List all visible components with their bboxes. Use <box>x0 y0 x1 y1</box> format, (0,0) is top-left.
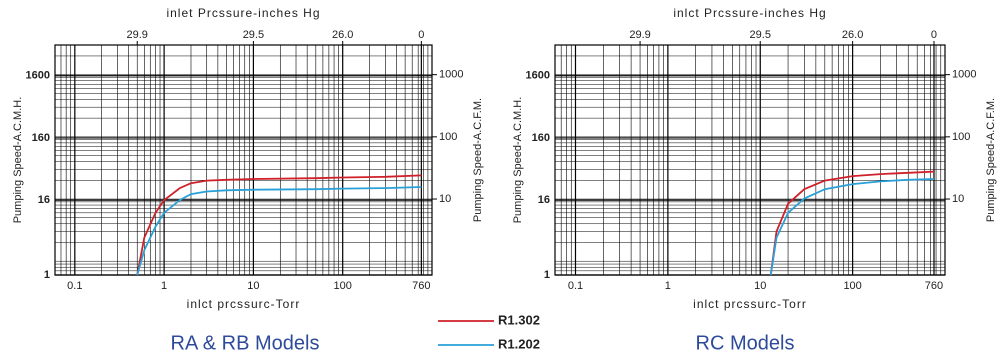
y-tick-label: 16 <box>538 194 550 206</box>
y-axis-label: Pumping Speed-A.C.M.H. <box>12 97 24 224</box>
x-tick-label: 1 <box>161 280 167 292</box>
y-axis-label: Pumping Speed-A.C.M.H. <box>512 97 524 224</box>
x-tick-label: 760 <box>925 280 943 292</box>
legend-label: R1.302 <box>498 312 540 327</box>
y-tick-label: 1 <box>544 269 550 281</box>
x2-tick-label: 26.0 <box>332 29 353 41</box>
x-tick-label: 760 <box>412 280 430 292</box>
y2-tick-label: 10 <box>439 193 451 205</box>
y2-axis-label: Pumping Speed-A.C.F.M. <box>472 98 484 222</box>
y2-axis-label: Pumping Speed-A.C.F.M. <box>985 98 997 222</box>
x2-tick-label: 26.0 <box>842 29 863 41</box>
y2-tick-label: 10 <box>952 193 964 205</box>
plot-frame <box>554 44 946 276</box>
y-tick-label: 1600 <box>26 70 50 82</box>
x-tick-label: 10 <box>247 280 259 292</box>
y-tick-label: 160 <box>532 132 550 144</box>
x2-tick-label: 29.5 <box>750 29 771 41</box>
chart-title: RC Models <box>696 332 795 354</box>
x2-tick-label: 29.5 <box>243 29 264 41</box>
y-tick-label: 160 <box>32 132 50 144</box>
legend-label: R1.202 <box>498 336 540 351</box>
x2-tick-label: 29.9 <box>127 29 148 41</box>
x2-axis-label: inlet Prcssure-inches Hg <box>166 6 320 20</box>
chart-title: RA & RB Models <box>171 332 320 354</box>
x2-tick-label: 29.9 <box>629 29 650 41</box>
y2-tick-label: 100 <box>439 131 457 143</box>
x-tick-label: 1 <box>665 280 671 292</box>
x-tick-label: 0.1 <box>568 280 583 292</box>
curve <box>769 170 935 276</box>
curve <box>769 178 935 276</box>
x-tick-label: 100 <box>334 280 352 292</box>
x-tick-label: 10 <box>754 280 766 292</box>
x-axis-label: inlct prcssurc-Torr <box>187 297 301 311</box>
x2-axis-label: inlct Prcssure-inches Hg <box>673 6 826 20</box>
y-tick-label: 16 <box>38 194 50 206</box>
x2-tick-label: 0 <box>418 29 424 41</box>
y-tick-label: 1 <box>44 269 50 281</box>
x-axis-label: inlct prcssurc-Torr <box>693 297 807 311</box>
y2-tick-label: 1000 <box>952 69 976 81</box>
y2-tick-label: 1000 <box>439 69 463 81</box>
x-tick-label: 100 <box>843 280 861 292</box>
y-tick-label: 1600 <box>526 70 550 82</box>
curve <box>136 186 422 276</box>
x2-tick-label: 0 <box>931 29 937 41</box>
curve <box>136 174 422 276</box>
plot-frame <box>54 44 433 276</box>
x-tick-label: 0.1 <box>67 280 82 292</box>
y2-tick-label: 100 <box>952 131 970 143</box>
